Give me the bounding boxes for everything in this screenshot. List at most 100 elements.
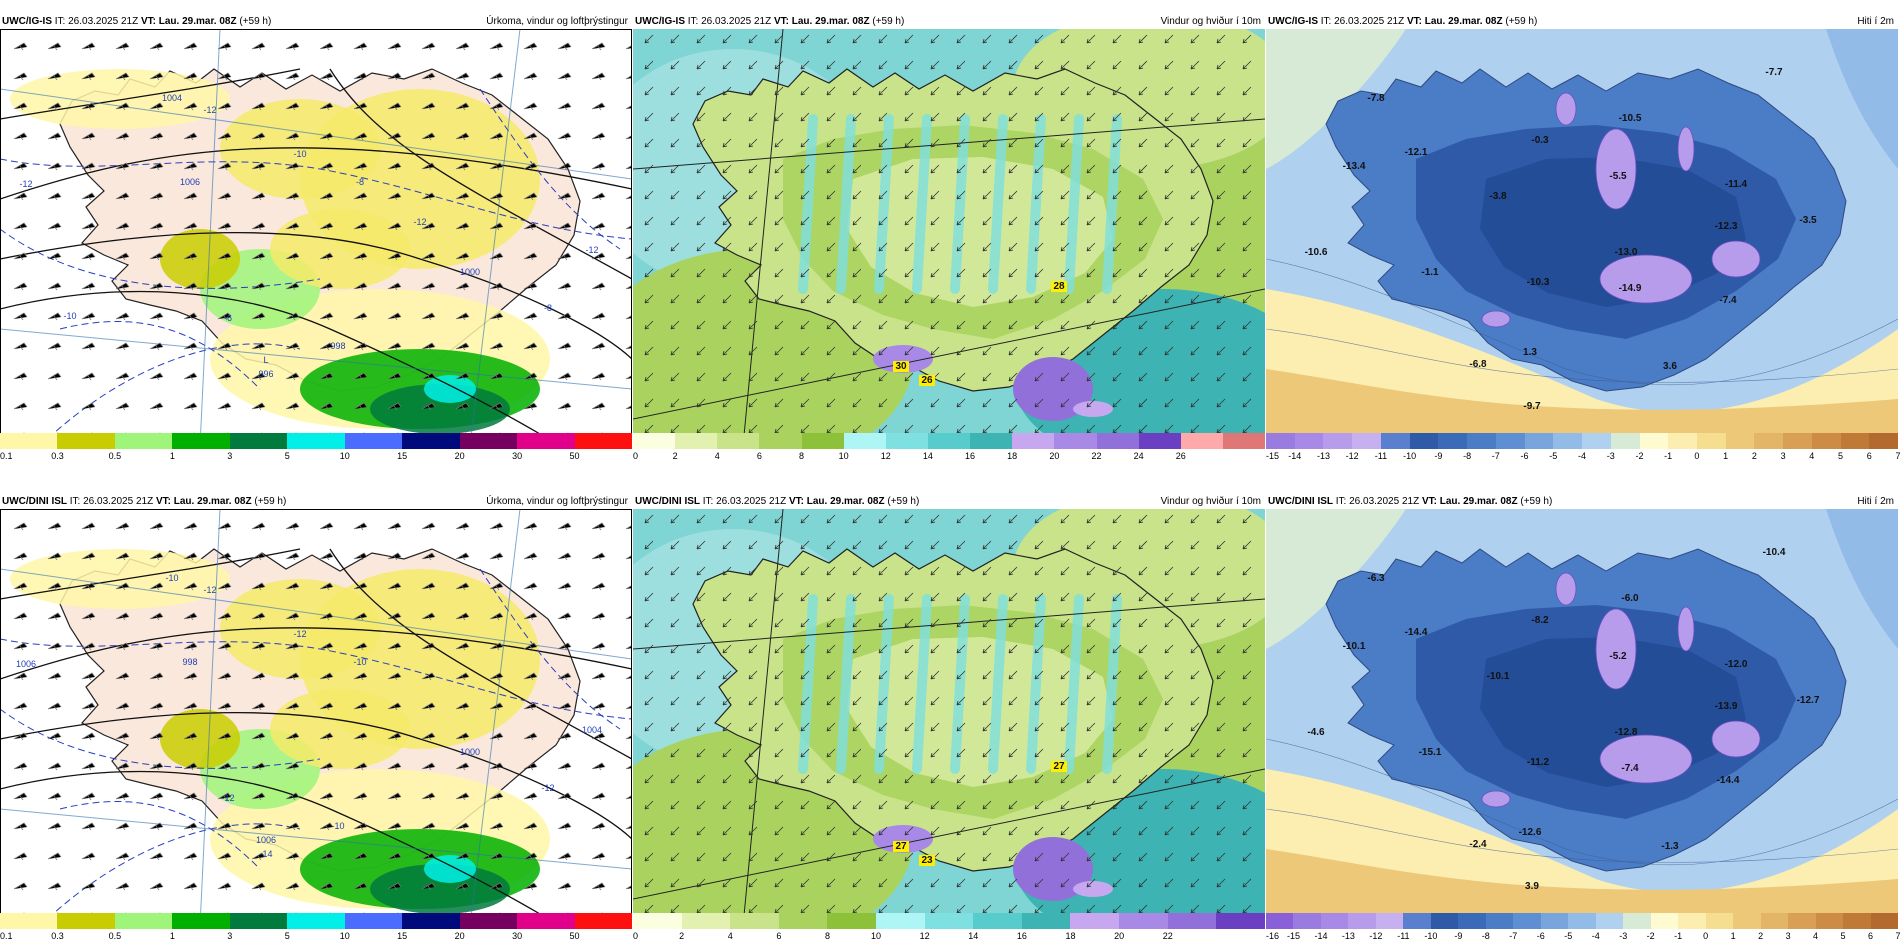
model-name: UWC/IG-IS: [2, 16, 52, 27]
panel-igis-temperature: UWC/IG-IS IT: 26.03.2025 21Z VT: Lau. 29…: [1266, 14, 1900, 464]
map-area: L 996 -12 -10 -8 -6 -12 1004 1000 998 1006 -12 -8 -10…: [0, 29, 632, 446]
colorbar-swatch: [1375, 913, 1404, 929]
map-value-labels: 1006 -14 -12 -12 -10 -12 1006 -10 1000 -10 998 1004…: [16, 573, 602, 859]
colorbar-swatch: [927, 433, 971, 449]
map-value-label: 1000: [460, 267, 480, 277]
map-area: -7.8 -13.4 -12.1 -0.3 -10.5 -5.5 -3.8 -11.4 -10.…: [1266, 29, 1898, 446]
map-value-labels: L 996 -12 -10 -8 -6 -12 1004 1000 998 1006 -12 -8 -10…: [19, 93, 598, 379]
map-value-label: 996: [258, 369, 273, 379]
panel-header: UWC/IG-IS IT: 26.03.2025 21Z VT: Lau. 29…: [633, 14, 1265, 29]
colorbar-swatch: [1783, 433, 1812, 449]
colorbar-swatch: [1582, 433, 1611, 449]
colorbar: [1266, 913, 1899, 929]
colorbar-swatch: [1678, 913, 1706, 929]
colorbar-tick: -12: [1369, 931, 1383, 941]
wind-arrows: [644, 514, 1252, 914]
colorbar-swatch: [57, 433, 115, 449]
map-svg: 1006 -14 -12 -12 -10 -12 1006 -10 1000 -10 998 1004…: [0, 509, 632, 926]
colorbar-tick: 8: [799, 451, 805, 461]
model-name: UWC/IG-IS: [1268, 16, 1318, 27]
colorbar-tick: 7: [1895, 931, 1900, 941]
colorbar-swatch: [1650, 913, 1679, 929]
colorbar-swatch: [344, 433, 403, 449]
colorbar-tick: 6: [756, 451, 762, 461]
colorbar-swatch: [402, 913, 460, 929]
colorbar-swatch: [1266, 913, 1294, 929]
map-value-label: -10: [293, 149, 306, 159]
map-value-label: -10.3: [1527, 277, 1550, 288]
gust-max-marker: [1051, 761, 1067, 772]
colorbar-swatch: [1096, 433, 1139, 449]
colorbar-ticks: 0 2 4 6 8 10 12 14 16 18 20 22: [633, 931, 1265, 943]
map-value-label: -12: [413, 217, 426, 227]
map-value-labels: -6.3 -10.1 -14.4 -8.2 -6.0 -5.2 -10.1 -12.0 -4.6…: [1307, 547, 1819, 892]
map-value-label: 3.6: [1663, 361, 1677, 372]
colorbar-tick: 18: [1007, 451, 1018, 461]
colorbar: [0, 433, 632, 449]
colorbar-tick: -3: [1606, 451, 1615, 461]
map-value-label: -12.0: [1725, 659, 1748, 670]
map-svg: -7.8 -13.4 -12.1 -0.3 -10.5 -5.5 -3.8 -11.4 -10.…: [1266, 29, 1898, 446]
colorbar-tick: -16: [1266, 931, 1280, 941]
wind-barbs: [13, 42, 632, 441]
colorbar-tick: 3: [1780, 451, 1786, 461]
colorbar-tick: -13: [1316, 451, 1330, 461]
colorbar-tick: -2: [1635, 451, 1644, 461]
map-value-label: 27: [1053, 761, 1065, 772]
colorbar-tick: 22: [1091, 451, 1102, 461]
colorbar-swatch: [0, 433, 58, 449]
colorbar-swatch: [843, 433, 886, 449]
colorbar: [633, 913, 1265, 929]
map-value-label: -7.4: [1621, 763, 1639, 774]
map-value-label: -14.4: [1405, 627, 1428, 638]
colorbar-swatch: [1021, 913, 1071, 929]
colorbar-tick: 0.5: [108, 451, 122, 461]
panel-dini-precip: UWC/DINI ISL IT: 26.03.2025 21Z VT: Lau.…: [0, 494, 632, 944]
colorbar-swatch: [574, 913, 632, 929]
map-value-label: -14: [259, 849, 272, 859]
isotherms: [1266, 258, 1898, 386]
colorbar-tick: 8: [824, 931, 830, 941]
colorbar-swatch: [1409, 433, 1439, 449]
graticule: [0, 509, 632, 926]
colorbar-swatch: [924, 913, 974, 929]
map-area: 1006 -14 -12 -12 -10 -12 1006 -10 1000 -10 998 1004…: [0, 509, 632, 926]
map-value-label: -12: [541, 783, 554, 793]
colorbar-tick: 18: [1065, 931, 1076, 941]
colorbar-tick: 5: [1840, 931, 1846, 941]
colorbar-tick: 2: [679, 931, 685, 941]
colorbar: [633, 433, 1266, 449]
map-value-labels: 28 30 26: [893, 281, 1067, 386]
colorbar-tick: -7: [1491, 451, 1500, 461]
colorbar-swatch: [1323, 433, 1353, 449]
colorbar-swatch: [1119, 913, 1168, 929]
colorbar-swatch: [1513, 913, 1541, 929]
colorbar-tick: 0.1: [0, 931, 13, 941]
colorbar-swatch: [517, 913, 575, 929]
map-area: 27 27 23: [633, 509, 1265, 926]
model-name: UWC/DINI ISL: [1268, 496, 1333, 507]
valid-time: Lau. 29.mar. 08Z: [173, 496, 252, 507]
colorbar-swatch: [57, 913, 115, 929]
map-value-label: -7.7: [1765, 67, 1783, 78]
colorbar-swatch: [1458, 913, 1486, 929]
gust-max-marker: [919, 855, 935, 866]
colorbar-swatch: [459, 913, 518, 929]
map-value-label: 3.9: [1525, 881, 1539, 892]
valid-time: Lau. 29.mar. 08Z: [791, 16, 870, 27]
map-value-label: -7.4: [1719, 295, 1737, 306]
map-area: -6.3 -10.1 -14.4 -8.2 -6.0 -5.2 -10.1 -12.0 -4.6…: [1266, 509, 1898, 926]
colorbar-swatch: [1222, 433, 1266, 449]
map-value-label: -14.9: [1619, 283, 1642, 294]
map-value-label: -9.7: [1523, 401, 1541, 412]
map-value-label: -6: [224, 313, 232, 323]
colorbar-tick: 0.3: [51, 451, 64, 461]
map-value-label: 1000: [460, 747, 480, 757]
valid-label: VT:: [155, 496, 171, 507]
map-value-label: -12: [293, 629, 306, 639]
colorbar-tick: 16: [1016, 931, 1027, 941]
colorbar-swatch: [459, 433, 518, 449]
lead-time: (+59 h): [1505, 16, 1538, 27]
map-value-label: -3.8: [1489, 191, 1507, 202]
map-value-label: -6.8: [1469, 359, 1487, 370]
